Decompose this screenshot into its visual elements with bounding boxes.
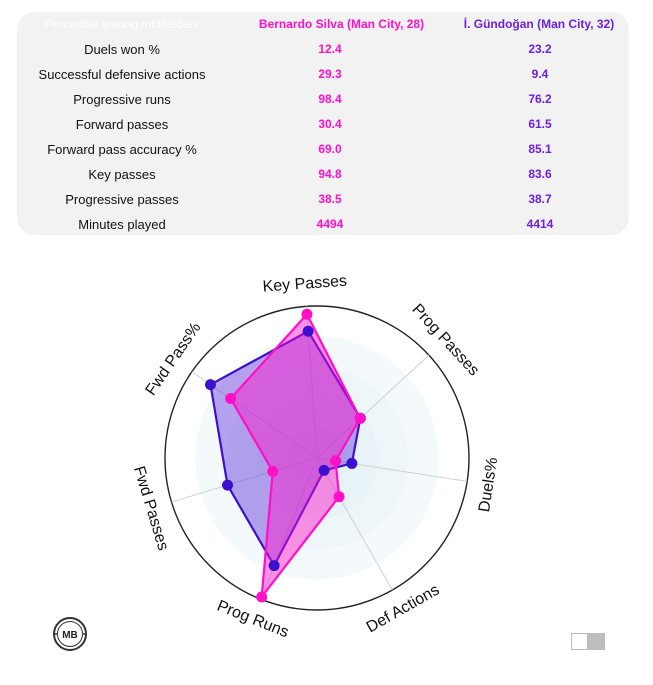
data-point [268,560,280,572]
row-label: Key passes [88,167,156,182]
data-point [256,591,268,603]
data-point [302,325,314,337]
radar-spoke [316,354,430,459]
row-value-player1: 69.0 [318,142,342,156]
data-point [204,379,216,391]
axis-label: Key Passes [262,273,347,296]
row-label: Progressive runs [73,92,171,107]
row-value-player2: 61.5 [528,117,552,131]
data-point [318,464,330,476]
data-point [354,412,366,424]
table-header: Percentile among midfielders Bernardo Si… [17,12,629,36]
row-label: Minutes played [78,217,166,232]
radar-spoke [316,457,393,591]
table-row: Progressive passes 38.5 38.7 [17,192,629,216]
row-label: Successful defensive actions [38,67,206,82]
table-row: Progressive runs 98.4 76.2 [17,92,629,116]
table-row: Forward passes 30.4 61.5 [17,117,629,141]
row-value-player1: 4494 [316,217,344,231]
row-label: Duels won % [84,42,160,57]
radar-spoke [260,457,318,600]
header-label: Percentile among midfielders [44,17,200,31]
axis-label: Duels% [476,456,501,513]
header-player2: İ. Gündoğan (Man City, 32) [463,17,615,31]
row-value-player2: 23.2 [528,42,552,56]
row-label: Forward passes [75,117,169,132]
stats-table: Percentile among midfielders Bernardo Si… [17,12,629,235]
toggle-switch-icon[interactable] [571,633,605,650]
radar-outer-circle [164,305,470,611]
radar-spoke [171,457,318,503]
row-value-player2: 85.1 [528,142,552,156]
data-point [301,308,313,320]
series-area [229,313,362,599]
table-row: Forward pass accuracy % 69.0 85.1 [17,142,629,166]
row-value-player1: 98.4 [318,92,342,106]
table-row: Key passes 94.8 83.6 [17,167,629,191]
header-player1: Bernardo Silva (Man City, 28) [258,17,425,31]
row-value-player2: 9.4 [531,67,549,81]
row-value-player2: 76.2 [528,92,552,106]
row-label: Progressive passes [65,192,179,207]
data-point [222,479,234,491]
axis-label: Fwd Passes [130,464,172,552]
mb-logo-icon: MB [53,617,87,651]
row-value-player1: 38.5 [318,192,342,206]
row-value-player2: 38.7 [528,192,552,206]
series-area [209,330,362,567]
data-point [346,457,358,469]
toggle-track [588,633,605,650]
logo-text: MB [62,630,78,641]
table-row: Minutes played 4494 4414 [17,217,629,241]
row-value-player2: 4414 [526,217,554,231]
row-value-player1: 29.3 [318,67,342,81]
radar-spoke [316,457,468,482]
row-label: Forward pass accuracy % [47,142,197,157]
row-value-player1: 12.4 [318,42,342,56]
data-point [333,491,345,503]
data-point [225,392,237,404]
row-value-player1: 30.4 [318,117,342,131]
data-point [330,455,342,467]
row-value-player2: 83.6 [528,167,552,181]
row-value-player1: 94.8 [318,167,342,181]
table-row: Duels won % 12.4 23.2 [17,42,629,66]
table-row: Successful defensive actions 29.3 9.4 [17,67,629,91]
data-point [267,465,279,477]
toggle-knob [571,633,588,650]
